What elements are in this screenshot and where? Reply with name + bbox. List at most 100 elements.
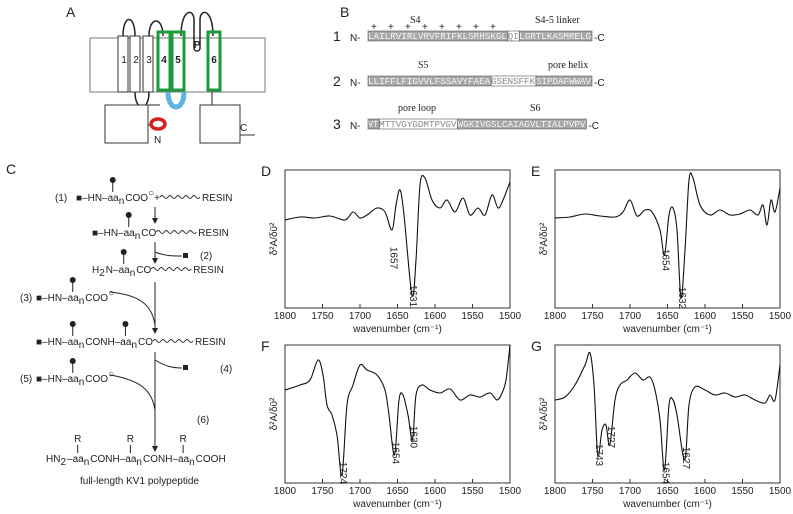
x-tick-label: 1500 <box>769 486 792 497</box>
formula: RESIN <box>193 265 224 276</box>
spectrum-curve <box>284 174 511 297</box>
panel-label: A <box>66 4 76 20</box>
formula: CO <box>138 337 153 348</box>
peak-label: 1724 <box>337 462 348 485</box>
formula: COO <box>85 293 108 304</box>
channel-diagram <box>89 11 266 144</box>
charge: + <box>490 22 496 33</box>
formula: CO <box>141 228 156 239</box>
row-index: 3 <box>333 116 341 132</box>
helix <box>170 30 186 92</box>
sequence-box <box>457 118 587 130</box>
peak-label: 1743 <box>593 444 604 467</box>
x-tick-label: 1550 <box>731 486 754 497</box>
region-label: S6 <box>530 103 541 114</box>
sequence: LGRTLKASMRELG <box>519 32 591 42</box>
region-label: S5 <box>418 60 429 71</box>
side-chain-head <box>122 321 129 327</box>
panel-label: F <box>261 338 270 354</box>
side-chain-head <box>69 277 76 283</box>
x-tick-label: 1800 <box>274 311 297 322</box>
formula: COO <box>85 374 108 385</box>
helix-label: P <box>194 40 201 51</box>
resin-linker <box>159 195 201 199</box>
formula: COOH <box>196 454 226 465</box>
formula: + <box>154 193 160 204</box>
x-tick-label: 1500 <box>499 311 522 322</box>
panel-label: D <box>261 163 271 179</box>
x-tick-label: 1500 <box>769 311 792 322</box>
reaction-arrows <box>109 207 183 450</box>
x-tick-label: 1600 <box>424 486 447 497</box>
y-axis-label: δ²A/δῡ² <box>269 397 280 430</box>
side-chain-head <box>109 177 116 183</box>
arrow-heads <box>152 218 188 452</box>
step-label: (2) <box>200 251 212 262</box>
side-chain-head <box>69 321 76 327</box>
superscript: ○ <box>108 369 114 380</box>
panel-label: B <box>340 4 349 20</box>
x-tick-label: 1700 <box>349 311 372 322</box>
sequence: MTTVGYGDMTPVGV <box>379 120 457 130</box>
caption: full-length KV1 polypeptide <box>80 476 199 487</box>
formula: CONH–aa <box>90 454 137 465</box>
x-tick-label: 1700 <box>349 486 372 497</box>
formula: CO <box>136 265 151 276</box>
c-terminus: -C <box>594 78 605 89</box>
peak-label: 1654 <box>390 442 401 465</box>
superscript: ○ <box>148 188 154 199</box>
peak-label: 1632 <box>676 287 687 310</box>
sequence: LAILRVIRLVRVFRIFKLSRHSKGL <box>368 32 507 42</box>
formula: –aa <box>67 454 84 465</box>
helix <box>117 35 129 93</box>
resin-linker <box>155 230 197 234</box>
c-terminus: C <box>240 123 247 134</box>
resin-linker <box>152 339 194 343</box>
x-tick-label: 1550 <box>461 311 484 322</box>
x-tick-label: 1750 <box>581 311 604 322</box>
sequence: VT <box>368 120 379 130</box>
subscript: n <box>79 296 85 307</box>
formula: ■–HN–aa <box>92 228 135 239</box>
step-label: (6) <box>197 415 209 426</box>
y-axis-label: δ²A/δῡ² <box>539 397 550 430</box>
x-tick-label: 1650 <box>386 311 409 322</box>
subscript: 2 <box>99 268 105 279</box>
sequence: GSENSFFK <box>491 77 535 87</box>
formula: COO <box>125 193 148 204</box>
plot-frame <box>284 169 511 309</box>
helix-label: 3 <box>146 55 152 66</box>
x-tick-label: 1500 <box>499 486 522 497</box>
sequence-box <box>535 75 593 87</box>
subscript: n <box>79 377 85 388</box>
side-chain-r: R <box>127 434 134 445</box>
row-index: 2 <box>333 73 341 89</box>
peak-label: 1630 <box>408 426 419 449</box>
row-index: 1 <box>333 28 341 44</box>
x-tick-label: 1700 <box>619 486 642 497</box>
x-axis-label: wavenumber (cm⁻¹) <box>622 324 712 335</box>
x-tick-label: 1750 <box>311 311 334 322</box>
spectrum-curve <box>554 172 781 299</box>
peak-label: 1654 <box>660 462 671 485</box>
charge: + <box>405 22 411 33</box>
subscript: n <box>135 231 141 242</box>
step-label: (4) <box>220 364 232 375</box>
x-tick-label: 1700 <box>619 311 642 322</box>
x-tick-label: 1650 <box>656 311 679 322</box>
region-label: S4-5 linker <box>535 15 580 26</box>
formula: CONH–aa <box>85 337 132 348</box>
x-tick-label: 1800 <box>274 486 297 497</box>
step-label: (5) <box>20 374 32 385</box>
subscript: n <box>84 457 90 468</box>
x-tick-label: 1600 <box>694 486 717 497</box>
panel-label: C <box>6 161 16 177</box>
x-tick-label: 1600 <box>424 311 447 322</box>
step-label: (1) <box>55 193 67 204</box>
x-tick-label: 1750 <box>581 486 604 497</box>
charge: + <box>371 22 377 33</box>
formula: ■–HN–aa <box>76 193 119 204</box>
spectrum-curve <box>554 351 781 471</box>
resin-linker <box>150 267 192 271</box>
peak-label: 1654 <box>660 249 671 272</box>
